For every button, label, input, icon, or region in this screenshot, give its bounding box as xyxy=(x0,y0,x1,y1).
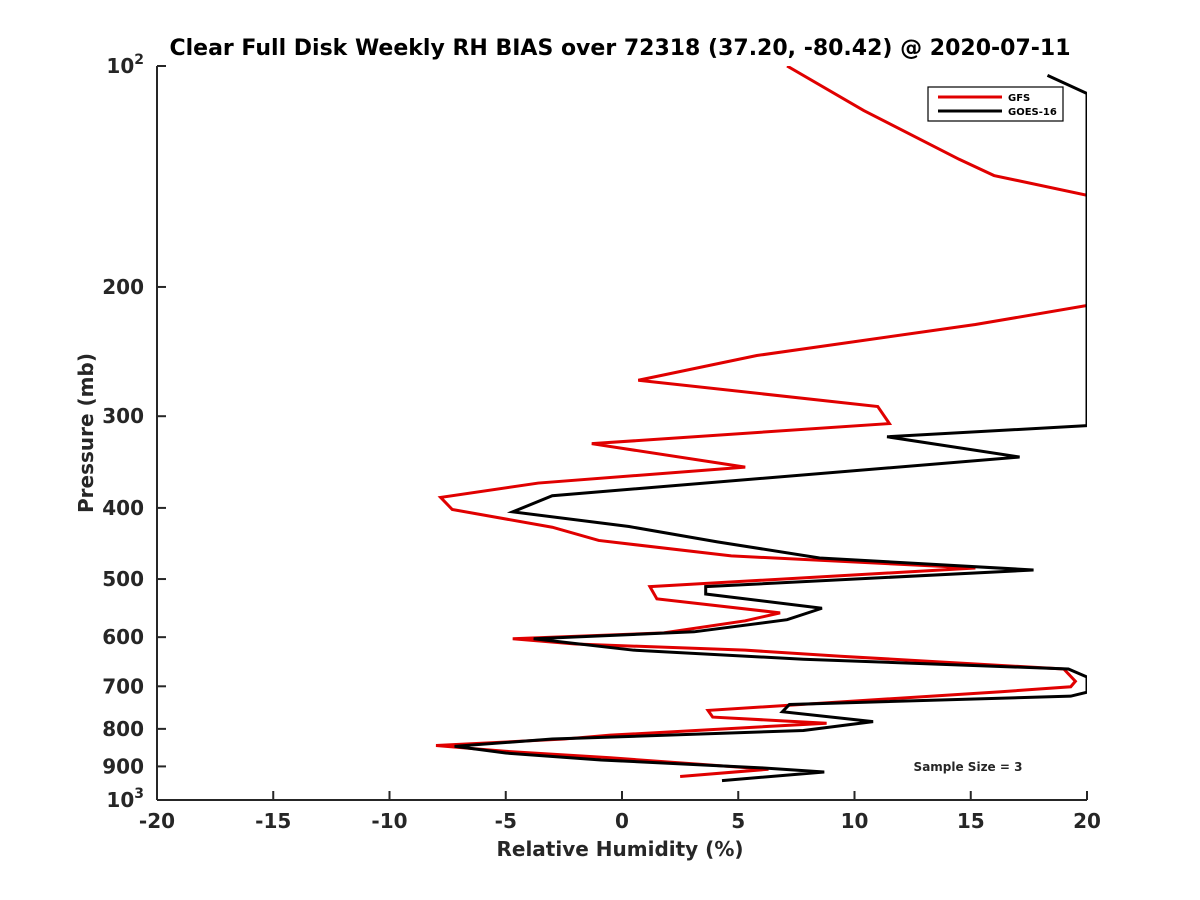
y-tick-label: 600 xyxy=(102,625,144,649)
y-tick-label: 800 xyxy=(102,717,144,741)
y-tick-label: 400 xyxy=(102,496,144,520)
series-line-goes-16 xyxy=(454,74,1087,783)
x-tick-label: 5 xyxy=(731,809,745,833)
sample-size-annotation: Sample Size = 3 xyxy=(914,760,1023,774)
legend-label: GOES-16 xyxy=(1008,107,1057,118)
x-tick-label: -15 xyxy=(255,809,291,833)
y-tick-label: 300 xyxy=(102,404,144,428)
y-tick-label: 103 xyxy=(106,786,144,812)
y-tick-label: 102 xyxy=(106,52,144,78)
x-tick-label: -20 xyxy=(139,809,175,833)
chart-title: Clear Full Disk Weekly RH BIAS over 7231… xyxy=(169,36,1070,61)
x-tick-label: 10 xyxy=(841,809,869,833)
y-tick-label: 500 xyxy=(102,567,144,591)
y-tick-label: 700 xyxy=(102,674,144,698)
axes: -20 -15 -10 -5 0 5 10 15 20 102 200 300 400 500 600 700… xyxy=(102,52,1101,833)
y-axis-label: Pressure (mb) xyxy=(74,353,98,513)
x-tick-label: 0 xyxy=(615,809,629,833)
x-tick-label: -5 xyxy=(495,809,517,833)
legend: GFS GOES-16 xyxy=(927,86,1064,122)
legend-label: GFS xyxy=(1008,93,1030,104)
legend-box xyxy=(927,86,1064,122)
plot-area xyxy=(435,66,1087,783)
y-tick-label: 900 xyxy=(102,754,144,778)
series-line-gfs xyxy=(435,66,1087,779)
y-tick-label: 200 xyxy=(102,275,144,299)
x-axis-label: Relative Humidity (%) xyxy=(496,837,743,861)
x-tick-label: 20 xyxy=(1073,809,1101,833)
x-tick-label: 15 xyxy=(957,809,985,833)
x-tick-label: -10 xyxy=(371,809,407,833)
